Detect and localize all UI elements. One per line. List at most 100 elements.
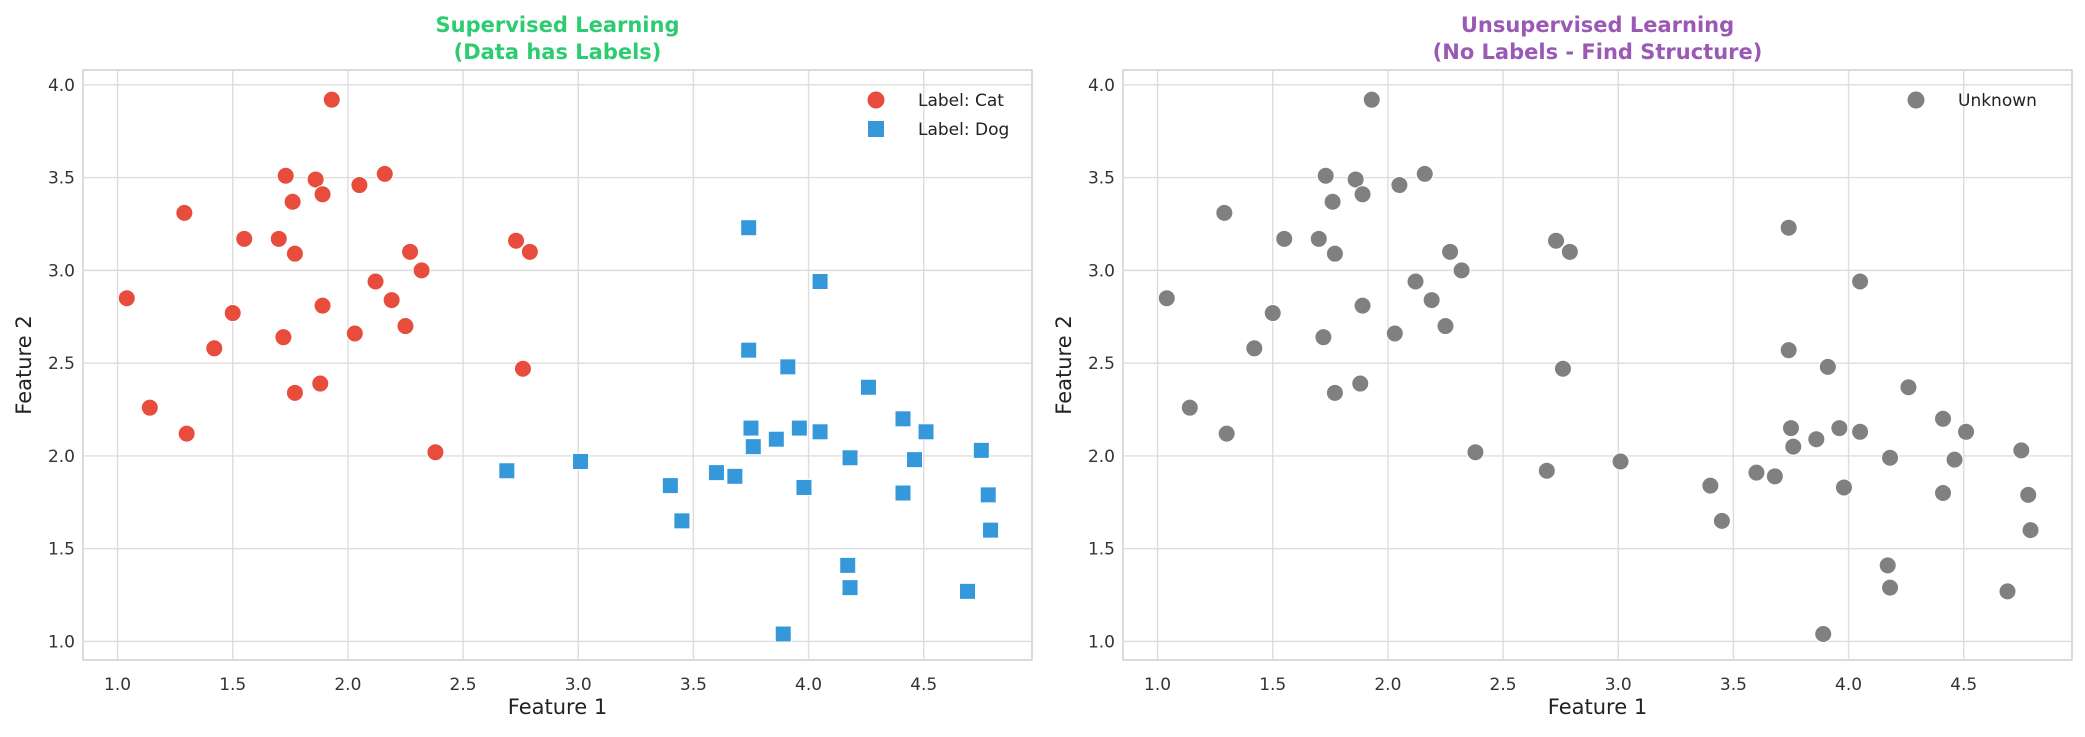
data-point-circle xyxy=(350,176,369,195)
legend-dog-marker xyxy=(868,121,884,137)
data-point-circle xyxy=(1881,578,1900,597)
x-tick-label: 1.0 xyxy=(104,675,131,695)
data-point-circle xyxy=(1851,422,1870,441)
data-point-circle xyxy=(401,242,420,261)
data-point-square xyxy=(959,582,977,600)
data-point-square xyxy=(894,484,912,502)
y-tick-label: 3.5 xyxy=(48,169,75,189)
data-point-circle xyxy=(1834,478,1853,497)
data-point-circle xyxy=(382,291,401,310)
data-point-circle xyxy=(1436,317,1455,336)
data-point-square xyxy=(795,478,813,496)
data-point-square xyxy=(859,378,877,396)
data-point-circle xyxy=(1957,422,1976,441)
x-tick-label: 1.5 xyxy=(1259,675,1286,695)
data-point-square xyxy=(790,419,808,437)
data-point-square xyxy=(811,273,829,291)
data-point-circle xyxy=(1537,461,1556,480)
data-point-circle xyxy=(306,170,325,189)
supervised-y-axis-label: Feature 2 xyxy=(12,315,36,414)
data-point-circle xyxy=(1362,90,1381,109)
supervised-title: Supervised Learning xyxy=(436,13,680,37)
data-point-circle xyxy=(1314,328,1333,347)
x-tick-label: 2.5 xyxy=(1490,675,1517,695)
data-point-circle xyxy=(1945,450,1964,469)
data-point-circle xyxy=(1701,476,1720,495)
data-point-square xyxy=(841,449,859,467)
y-tick-label: 1.0 xyxy=(1088,632,1115,652)
data-point-circle xyxy=(1998,582,2017,601)
data-point-circle xyxy=(140,398,159,417)
legend-unknown-marker xyxy=(1907,91,1925,109)
data-point-circle xyxy=(1353,185,1372,204)
data-point-circle xyxy=(1325,383,1344,402)
x-tick-label: 3.5 xyxy=(1720,675,1747,695)
supervised-legend: Label: Cat Label: Dog xyxy=(867,91,1009,140)
unsupervised-title: Unsupervised Learning xyxy=(1461,13,1734,37)
supervised-plot-area xyxy=(82,69,1033,661)
data-point-circle xyxy=(223,304,242,323)
data-point-circle xyxy=(1323,192,1342,211)
data-point-circle xyxy=(1452,261,1471,280)
data-point-circle xyxy=(1547,231,1566,250)
data-point-square xyxy=(740,219,758,237)
y-tick-label: 4.0 xyxy=(1088,76,1115,96)
data-point-circle xyxy=(1215,203,1234,222)
y-tick-label: 3.0 xyxy=(48,261,75,281)
data-point-square xyxy=(779,358,797,376)
y-tick-label: 2.5 xyxy=(1088,354,1115,374)
legend-unknown-label: Unknown xyxy=(1958,91,2037,111)
data-point-square xyxy=(811,423,829,441)
data-point-square xyxy=(572,452,590,470)
data-point-circle xyxy=(2021,521,2040,540)
data-point-circle xyxy=(1415,164,1434,183)
data-point-circle xyxy=(117,289,136,308)
data-point-square xyxy=(726,467,744,485)
data-point-square xyxy=(972,441,990,459)
supervised-grid xyxy=(83,70,1032,660)
unsupervised-grid xyxy=(1123,70,2072,660)
data-point-circle xyxy=(1353,296,1372,315)
data-point-circle xyxy=(426,443,445,462)
x-tick-label: 2.0 xyxy=(334,675,361,695)
data-point-circle xyxy=(1934,484,1953,503)
x-tick-label: 2.0 xyxy=(1374,675,1401,695)
data-point-circle xyxy=(313,185,332,204)
data-point-square xyxy=(740,341,758,359)
data-point-circle xyxy=(375,164,394,183)
data-point-square xyxy=(894,410,912,428)
data-point-circle xyxy=(205,339,224,358)
data-point-circle xyxy=(283,192,302,211)
data-point-square xyxy=(982,521,1000,539)
data-point-circle xyxy=(1309,229,1328,248)
supervised-x-axis-label: Feature 1 xyxy=(508,695,607,719)
data-point-circle xyxy=(1180,398,1199,417)
supervised-points xyxy=(117,90,1000,643)
data-point-circle xyxy=(285,383,304,402)
data-point-square xyxy=(744,438,762,456)
y-tick-label: 1.5 xyxy=(48,540,75,560)
data-point-circle xyxy=(274,328,293,347)
data-point-circle xyxy=(1818,357,1837,376)
x-tick-label: 4.0 xyxy=(1835,675,1862,695)
x-tick-label: 1.0 xyxy=(1144,675,1171,695)
data-point-circle xyxy=(1245,339,1264,358)
y-tick-label: 2.5 xyxy=(48,354,75,374)
data-point-circle xyxy=(269,229,288,248)
unsupervised-y-ticks: 1.0 1.5 2.0 2.5 3.0 3.5 4.0 xyxy=(1088,76,1115,653)
x-tick-label: 4.5 xyxy=(1950,675,1977,695)
y-tick-label: 2.0 xyxy=(1088,447,1115,467)
unsupervised-points xyxy=(1157,90,2040,644)
data-point-circle xyxy=(2019,485,2038,504)
data-point-circle xyxy=(396,317,415,336)
data-point-square xyxy=(661,477,679,495)
data-point-circle xyxy=(412,261,431,280)
data-point-circle xyxy=(1466,443,1485,462)
x-tick-label: 4.0 xyxy=(795,675,822,695)
data-point-circle xyxy=(177,424,196,443)
legend-cat-label: Label: Cat xyxy=(918,91,1004,111)
unsupervised-plot-area xyxy=(1122,69,2073,661)
x-tick-label: 3.0 xyxy=(565,675,592,695)
legend-cat-marker xyxy=(867,91,885,109)
unsupervised-x-axis-label: Feature 1 xyxy=(1548,695,1647,719)
